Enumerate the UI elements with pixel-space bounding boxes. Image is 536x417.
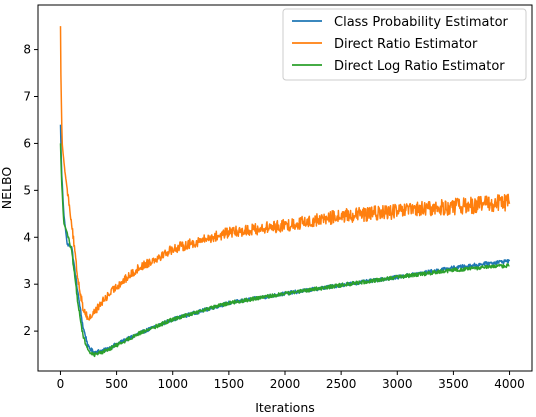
y-tick-label: 8 <box>23 43 31 57</box>
x-tick-label: 500 <box>105 377 128 391</box>
x-tick-label: 2000 <box>270 377 301 391</box>
x-axis-ticks: 0 500 1000 1500 2000 2500 3000 3500 4000 <box>57 371 525 391</box>
x-axis-label: Iterations <box>255 400 315 415</box>
x-tick-label: 0 <box>57 377 65 391</box>
y-tick-label: 5 <box>23 183 31 197</box>
series-layer <box>59 26 511 358</box>
legend-label: Direct Log Ratio Estimator <box>334 59 505 74</box>
y-tick-label: 3 <box>23 277 31 291</box>
y-tick-label: 4 <box>23 230 31 244</box>
y-axis-ticks: 2 3 4 5 6 7 8 <box>23 43 38 338</box>
y-tick-label: 6 <box>23 136 31 150</box>
legend-label: Class Probability Estimator <box>334 15 509 30</box>
y-axis-label: NELBO <box>0 167 14 210</box>
y-tick-label: 2 <box>23 324 31 338</box>
series-line-2 <box>59 26 511 321</box>
x-tick-label: 1000 <box>157 377 188 391</box>
legend-box <box>282 8 527 81</box>
legend: Class Probability Estimator Direct Ratio … <box>282 8 527 81</box>
x-tick-label: 3000 <box>382 377 413 391</box>
legend-label: Direct Ratio Estimator <box>334 37 478 52</box>
plot-frame <box>37 4 533 372</box>
x-tick-label: 4000 <box>494 377 525 391</box>
series-line-3 <box>59 143 510 358</box>
x-tick-label: 1500 <box>214 377 245 391</box>
x-tick-label: 2500 <box>326 377 357 391</box>
x-tick-label: 3500 <box>438 377 469 391</box>
series-line-1 <box>59 124 511 355</box>
y-tick-label: 7 <box>23 90 31 104</box>
